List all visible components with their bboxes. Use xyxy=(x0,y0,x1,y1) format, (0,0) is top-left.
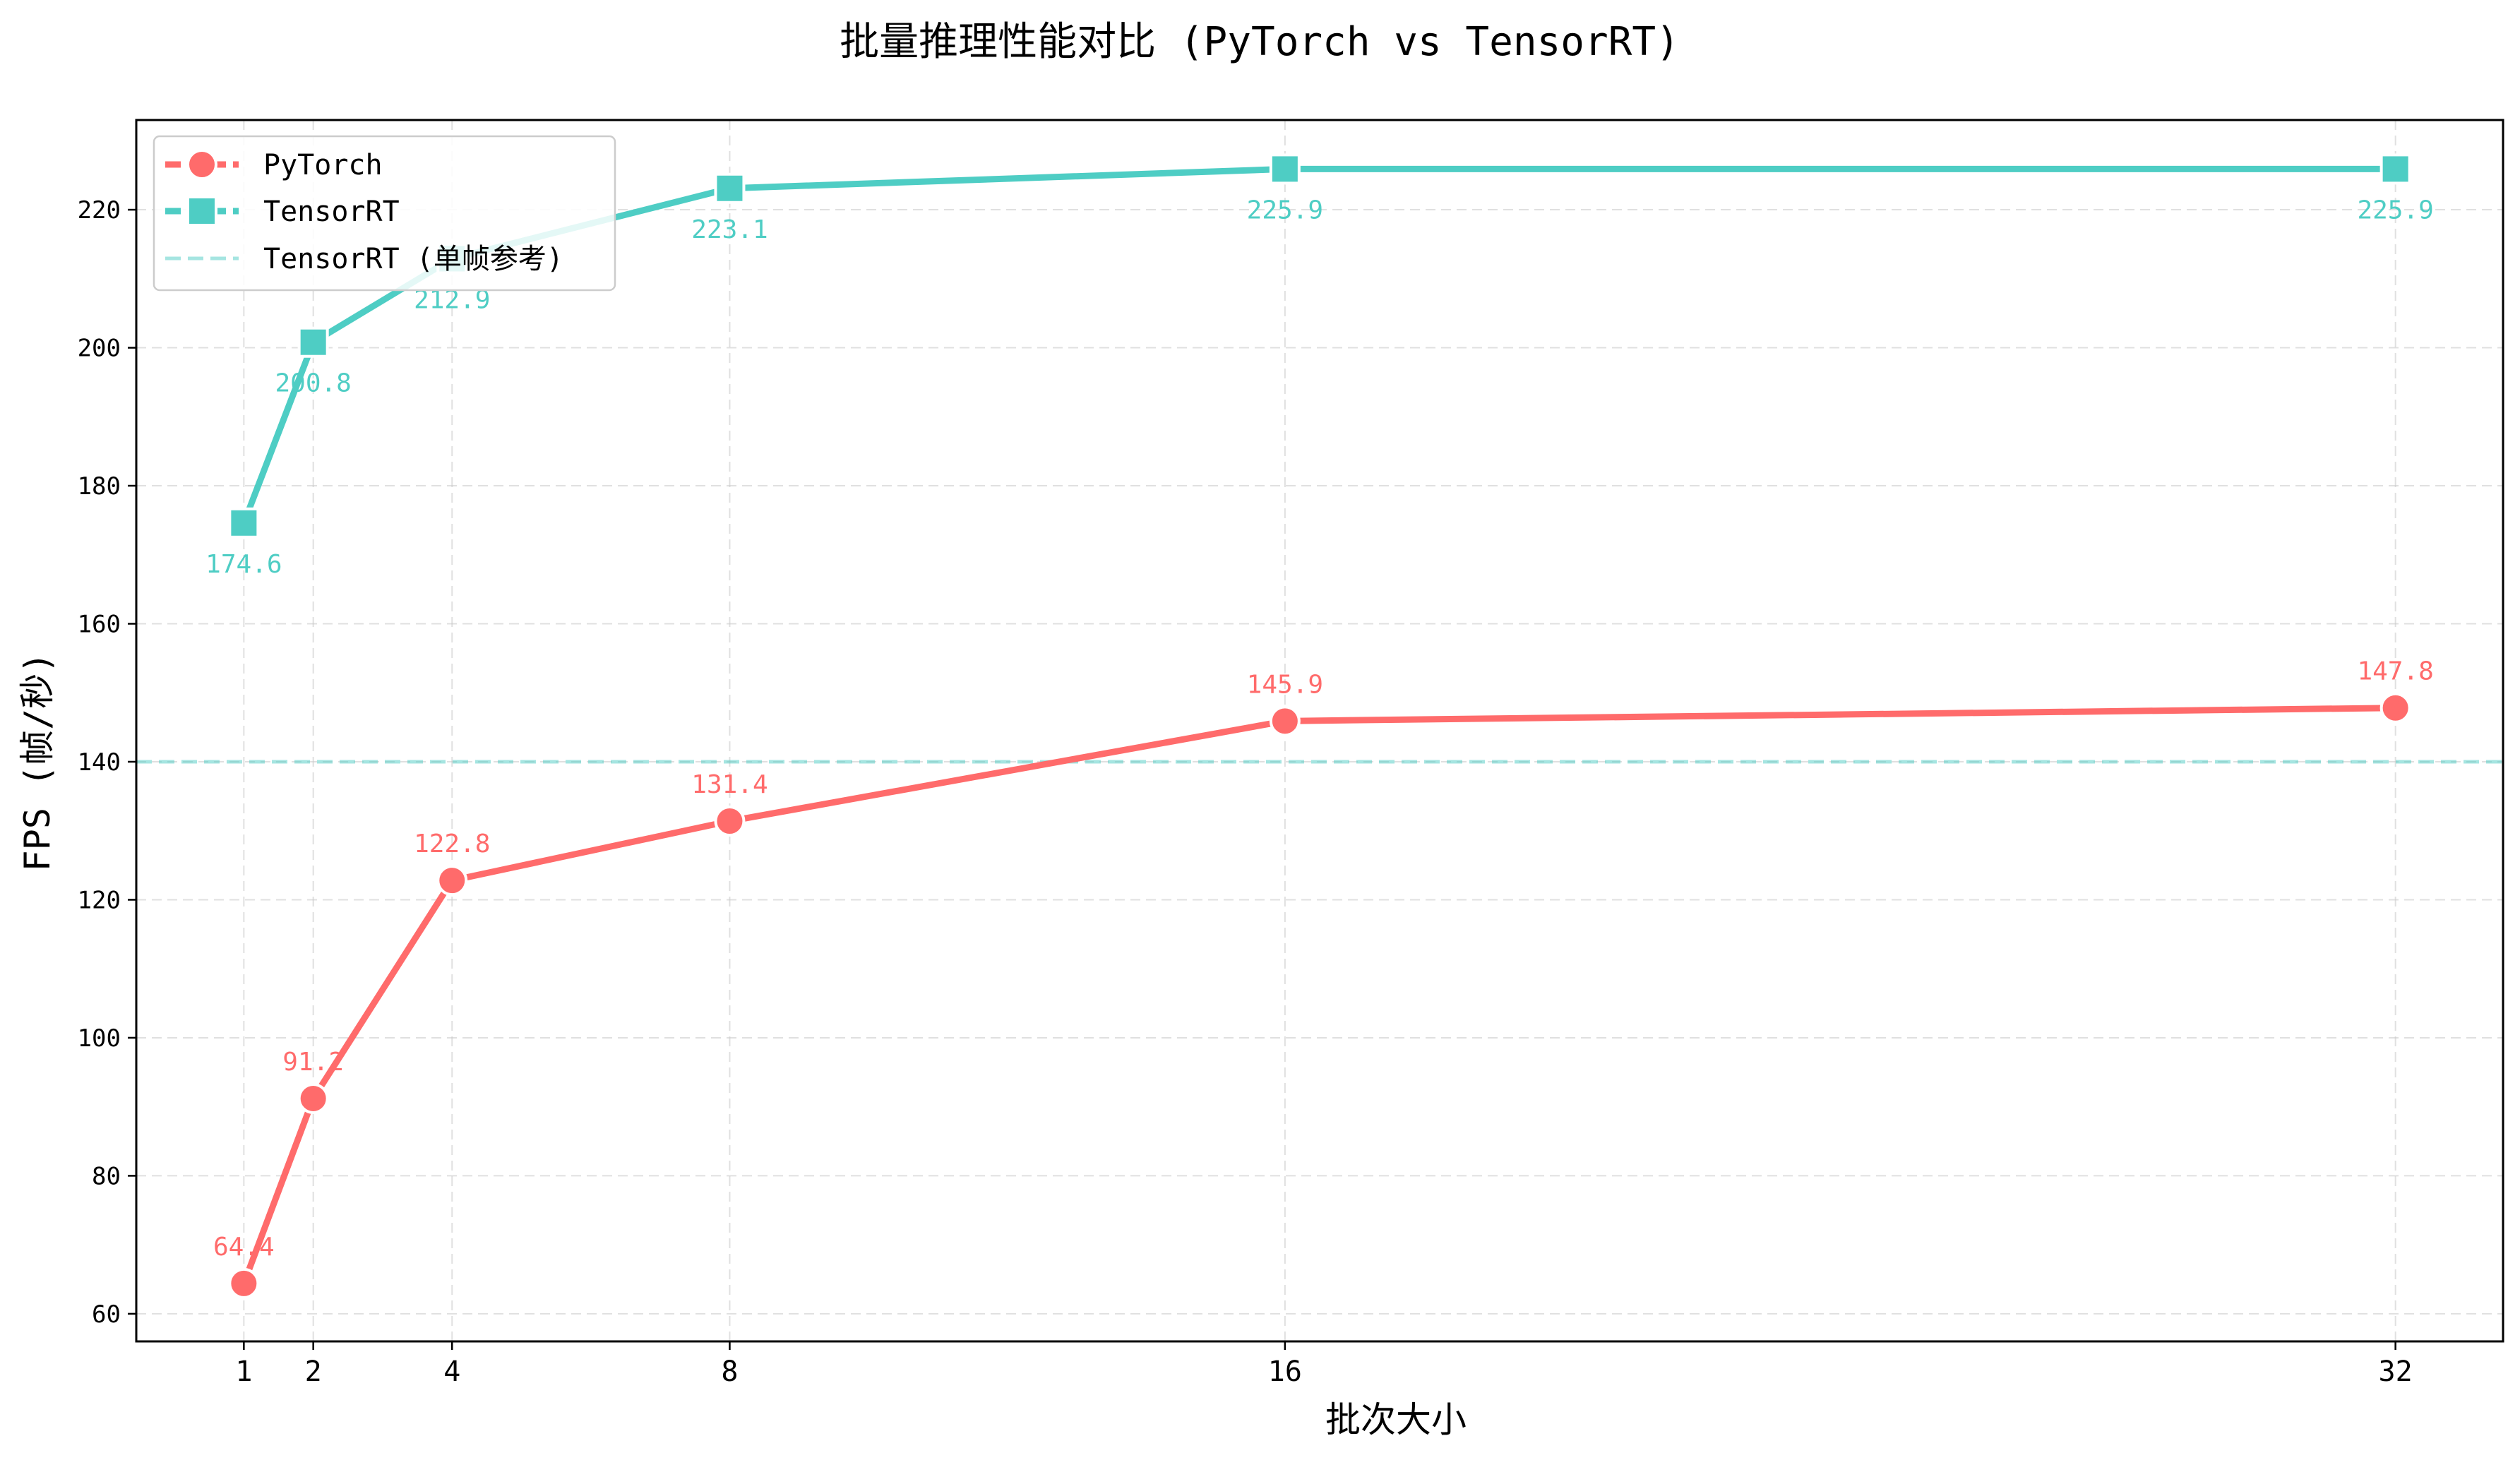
legend-label-reference: TensorRT (单帧参考) xyxy=(263,243,563,275)
legend-marker-pytorch xyxy=(186,149,217,180)
data-label-tensorrt: 174.6 xyxy=(205,550,282,579)
legend-label-tensorrt: TensorRT xyxy=(263,196,400,228)
data-point-tensorrt xyxy=(297,326,329,358)
x-tick-label: 2 xyxy=(305,1356,322,1388)
data-point-pytorch xyxy=(436,865,468,897)
chart-title: 批量推理性能对比 (PyTorch vs TensorRT) xyxy=(840,19,1680,65)
x-tick-label: 8 xyxy=(721,1356,738,1388)
data-label-tensorrt: 225.9 xyxy=(1247,196,1323,225)
y-tick-label: 140 xyxy=(78,748,121,777)
data-point-tensorrt xyxy=(714,172,746,204)
legend-label-pytorch: PyTorch xyxy=(263,149,383,181)
data-point-tensorrt xyxy=(228,507,260,539)
data-label-pytorch: 91.2 xyxy=(282,1048,344,1077)
data-label-tensorrt: 200.8 xyxy=(275,369,351,398)
data-label-pytorch: 64.4 xyxy=(213,1233,275,1262)
data-point-pytorch xyxy=(228,1267,260,1299)
y-tick-label: 160 xyxy=(78,611,121,639)
y-tick-label: 80 xyxy=(92,1162,121,1190)
data-label-pytorch: 147.8 xyxy=(2357,657,2433,686)
x-tick-label: 16 xyxy=(1268,1356,1302,1388)
data-label-pytorch: 131.4 xyxy=(691,770,768,799)
y-tick-label: 200 xyxy=(78,335,121,363)
x-tick-label: 4 xyxy=(443,1356,460,1388)
x-axis-label: 批次大小 xyxy=(1325,1399,1467,1440)
data-point-pytorch xyxy=(1269,705,1301,737)
data-label-tensorrt: 223.1 xyxy=(691,215,768,244)
data-label-pytorch: 122.8 xyxy=(414,830,490,858)
x-tick-label: 32 xyxy=(2379,1356,2413,1388)
data-label-pytorch: 145.9 xyxy=(1247,670,1323,699)
series-line-pytorch xyxy=(240,705,2399,1287)
y-tick-label: 120 xyxy=(78,886,121,914)
x-tick-label: 1 xyxy=(235,1356,252,1388)
y-tick-label: 60 xyxy=(92,1300,121,1329)
data-point-tensorrt xyxy=(2379,153,2411,185)
y-axis-label: FPS (帧/秒) xyxy=(17,652,58,872)
data-point-pytorch xyxy=(2379,692,2411,724)
data-label-tensorrt: 225.9 xyxy=(2357,196,2433,225)
data-point-pytorch xyxy=(297,1082,329,1114)
data-point-pytorch xyxy=(714,806,746,837)
data-point-tensorrt xyxy=(1269,153,1301,185)
plot-area-frame xyxy=(135,119,2504,1343)
legend-marker-tensorrt xyxy=(186,196,217,227)
y-tick-label: 100 xyxy=(78,1024,121,1053)
axes: 60 80 100 120 140 160 180 200 220 1 2 4 8 16 32 xyxy=(78,196,2413,1388)
legend-box xyxy=(153,135,616,292)
legend: PyTorch TensorRT TensorRT (单帧参考) xyxy=(153,135,616,292)
y-tick-label: 220 xyxy=(78,196,121,225)
y-tick-label: 180 xyxy=(78,472,121,501)
